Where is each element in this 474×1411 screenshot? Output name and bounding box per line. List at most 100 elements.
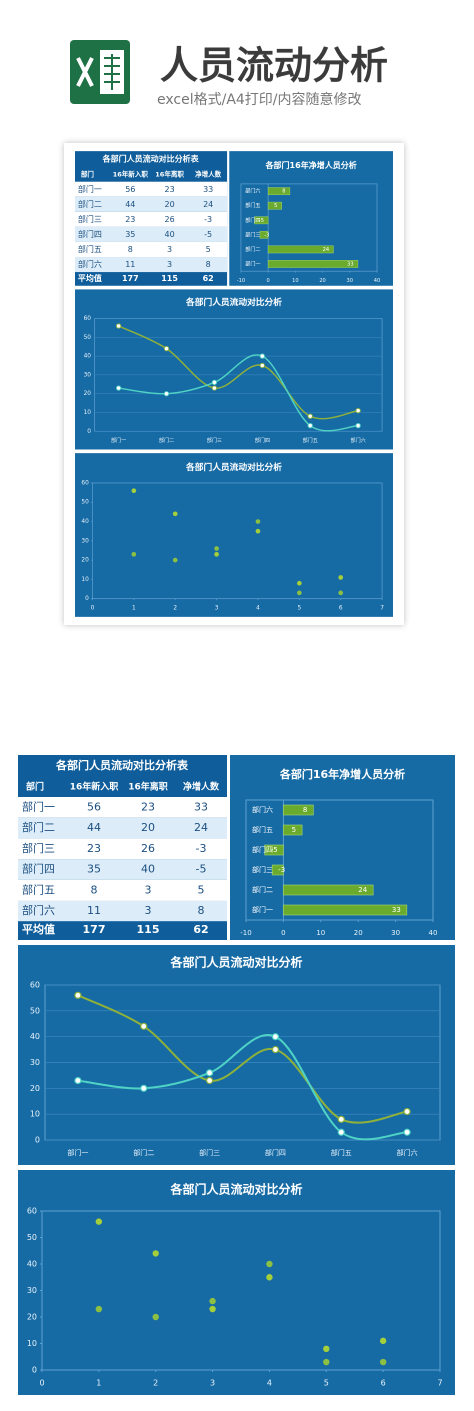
bar: [267, 245, 334, 254]
table-cell: 23: [141, 801, 155, 814]
bar-category-label: 部门六: [252, 805, 273, 814]
table-row: [18, 817, 227, 839]
line-marker: [211, 379, 218, 386]
bar-category-label: 部门二: [252, 885, 273, 894]
bar-value-label: 5: [292, 826, 296, 834]
y-tick-label: 40: [27, 1260, 37, 1269]
y-tick-label: 20: [30, 1084, 40, 1093]
table-header: 16年新入职: [70, 781, 119, 793]
line-marker: [307, 423, 313, 429]
bar: [283, 824, 303, 836]
table-row: [18, 900, 227, 922]
y-tick-label: 10: [27, 1339, 37, 1348]
y-tick-label: 50: [81, 500, 89, 506]
table-row: [75, 211, 228, 227]
table-footer: 平均值: [22, 922, 55, 936]
table-header: 16年离职: [128, 781, 168, 793]
y-tick-label: 60: [30, 981, 40, 990]
bar-value-label: 5: [274, 203, 277, 209]
table-cell: 44: [87, 821, 101, 834]
scatter-point: [214, 546, 219, 551]
bar-category-label: 部门一: [245, 260, 260, 267]
y-tick-label: 0: [32, 1366, 37, 1375]
line-marker: [403, 1107, 411, 1116]
y-tick-label: 30: [81, 538, 89, 544]
excel-icon-grid: [104, 54, 120, 90]
x-tick-label: 部门三: [207, 437, 222, 444]
x-tick-label: -10: [237, 278, 245, 284]
table-cell: 56: [125, 185, 135, 194]
y-tick-label: 10: [81, 577, 89, 583]
y-tick-label: 20: [84, 391, 92, 397]
chart-title: 各部门人员流动对比分析: [185, 461, 282, 473]
bar: [267, 260, 359, 268]
x-tick-label: 部门一: [67, 1148, 88, 1157]
table-footer: 115: [137, 923, 160, 936]
table-cell: 部门三: [78, 214, 102, 224]
bar-category-label: 部门二: [245, 246, 260, 253]
page-title: 人员流动分析: [160, 44, 388, 88]
chart-title: 各部门16年净增人员分析: [279, 767, 405, 781]
scatter-point: [266, 1260, 273, 1268]
table-cell: 8: [198, 904, 205, 917]
table-cell: 部门五: [22, 882, 55, 896]
table-cell: 26: [165, 215, 175, 224]
table-cell: 24: [194, 821, 208, 834]
x-tick-label: 部门四: [255, 437, 270, 444]
table-header: 部门: [81, 169, 95, 178]
y-tick-label: 10: [84, 410, 92, 416]
y-tick-label: 10: [30, 1110, 40, 1119]
bar-value-label: 8: [282, 189, 285, 195]
page-subtitle: excel格式/A4打印/内容随意修改: [157, 91, 362, 108]
scatter-point: [152, 1313, 159, 1321]
table-cell: 部门一: [78, 184, 102, 194]
table-row: [75, 226, 228, 242]
table-cell: 8: [128, 245, 133, 254]
bar: [267, 187, 291, 196]
table-cell: 23: [87, 842, 101, 855]
bar: [254, 216, 269, 225]
y-tick-label: 50: [84, 335, 92, 341]
chart-title: 各部门人员流动对比分析: [169, 955, 302, 970]
x-tick-label: 部门六: [397, 1148, 418, 1157]
bar-value-label: 33: [392, 906, 401, 914]
line-marker: [205, 1076, 214, 1085]
table-cell: -3: [196, 842, 207, 855]
table-cell: 40: [165, 230, 175, 239]
table-header: 净增人数: [195, 169, 222, 178]
bar-category-label: 部门四: [245, 217, 260, 224]
x-tick-label: 10: [292, 278, 298, 284]
table-cell: 11: [87, 904, 101, 917]
plot-area: [245, 799, 434, 921]
bar-value-label: -3: [278, 866, 285, 874]
table-cell: -5: [196, 863, 207, 876]
chart-panel: [75, 289, 393, 450]
x-tick-label: 1: [132, 606, 136, 612]
table-cell: 部门二: [22, 820, 55, 834]
table-cell: -3: [204, 215, 212, 224]
line-marker: [355, 423, 361, 429]
x-tick-label: 40: [374, 278, 380, 284]
bar: [271, 864, 284, 876]
line-marker: [355, 408, 361, 414]
scatter-point: [323, 1345, 330, 1352]
x-tick-label: 2: [173, 606, 177, 612]
table-cell: -5: [204, 230, 212, 239]
line-marker: [140, 1084, 148, 1092]
table-cell: 部门三: [22, 841, 55, 855]
chart-title: 各部门人员流动对比分析: [185, 296, 282, 308]
x-tick-label: 0: [39, 1379, 44, 1388]
bar: [267, 201, 282, 210]
line-marker: [271, 1045, 280, 1054]
x-tick-label: 6: [339, 606, 343, 612]
x-tick-label: 20: [319, 278, 325, 284]
scatter-point: [338, 590, 344, 596]
table-cell: 35: [125, 230, 135, 239]
bar-category-label: 部门三: [252, 865, 273, 874]
table-cell: 35: [87, 863, 101, 876]
table-header: 16年离职: [155, 169, 184, 178]
bar-value-label: -5: [259, 218, 264, 224]
table-cell: 20: [165, 200, 175, 209]
scatter-point: [379, 1358, 387, 1366]
